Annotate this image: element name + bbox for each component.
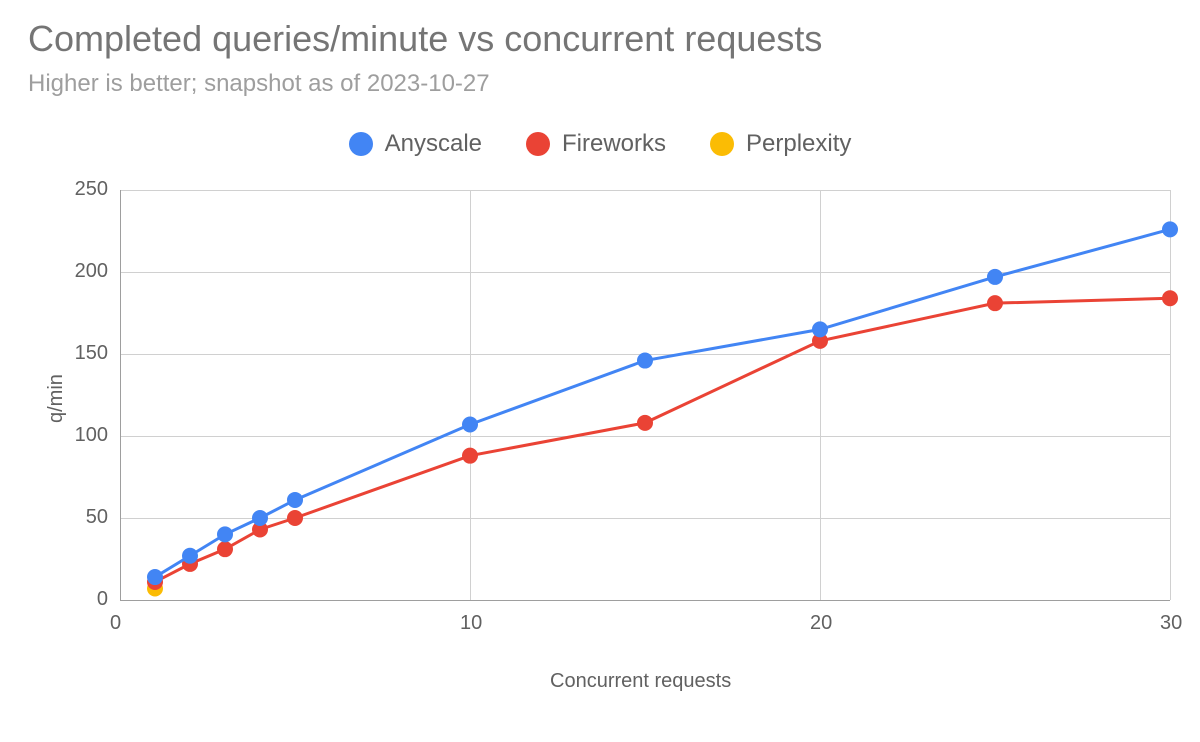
y-tick-label: 0	[97, 588, 108, 611]
x-tick-label: 10	[460, 612, 482, 635]
series-marker-anyscale	[147, 569, 163, 585]
series-marker-anyscale	[462, 417, 478, 433]
x-gridline	[1170, 190, 1171, 600]
x-tick-label: 0	[110, 612, 121, 635]
y-tick-label: 50	[86, 506, 108, 529]
x-axis-line	[120, 600, 1170, 601]
y-axis-title: q/min	[45, 374, 68, 423]
y-tick-label: 250	[75, 178, 108, 201]
series-marker-fireworks	[287, 510, 303, 526]
series-marker-anyscale	[812, 321, 828, 337]
series-marker-anyscale	[1162, 221, 1178, 237]
y-tick-label: 150	[75, 342, 108, 365]
series-marker-fireworks	[462, 448, 478, 464]
chart-title: Completed queries/minute vs concurrent r…	[28, 18, 822, 60]
series-marker-fireworks	[987, 295, 1003, 311]
chart-legend: Anyscale Fireworks Perplexity	[0, 130, 1200, 158]
chart-subtitle: Higher is better; snapshot as of 2023-10…	[28, 70, 490, 98]
series-marker-fireworks	[1162, 290, 1178, 306]
legend-dot-anyscale	[349, 132, 373, 156]
x-axis-title: Concurrent requests	[550, 670, 731, 693]
series-marker-fireworks	[637, 415, 653, 431]
legend-item-perplexity: Perplexity	[710, 130, 851, 158]
legend-item-fireworks: Fireworks	[526, 130, 666, 158]
chart-series-svg	[120, 190, 1170, 600]
x-tick-label: 20	[810, 612, 832, 635]
series-marker-anyscale	[217, 526, 233, 542]
series-line-anyscale	[155, 229, 1170, 577]
legend-dot-perplexity	[710, 132, 734, 156]
legend-label-perplexity: Perplexity	[746, 130, 851, 158]
chart-container: Completed queries/minute vs concurrent r…	[0, 0, 1200, 742]
y-tick-label: 100	[75, 424, 108, 447]
series-marker-anyscale	[287, 492, 303, 508]
series-line-fireworks	[155, 298, 1170, 582]
x-tick-label: 30	[1160, 612, 1182, 635]
series-marker-anyscale	[182, 548, 198, 564]
legend-label-fireworks: Fireworks	[562, 130, 666, 158]
series-marker-fireworks	[217, 541, 233, 557]
y-tick-label: 200	[75, 260, 108, 283]
series-marker-anyscale	[252, 510, 268, 526]
legend-dot-fireworks	[526, 132, 550, 156]
legend-item-anyscale: Anyscale	[349, 130, 482, 158]
plot-area: 0102030050100150200250	[120, 190, 1170, 600]
legend-label-anyscale: Anyscale	[385, 130, 482, 158]
series-marker-anyscale	[987, 269, 1003, 285]
series-marker-anyscale	[637, 353, 653, 369]
